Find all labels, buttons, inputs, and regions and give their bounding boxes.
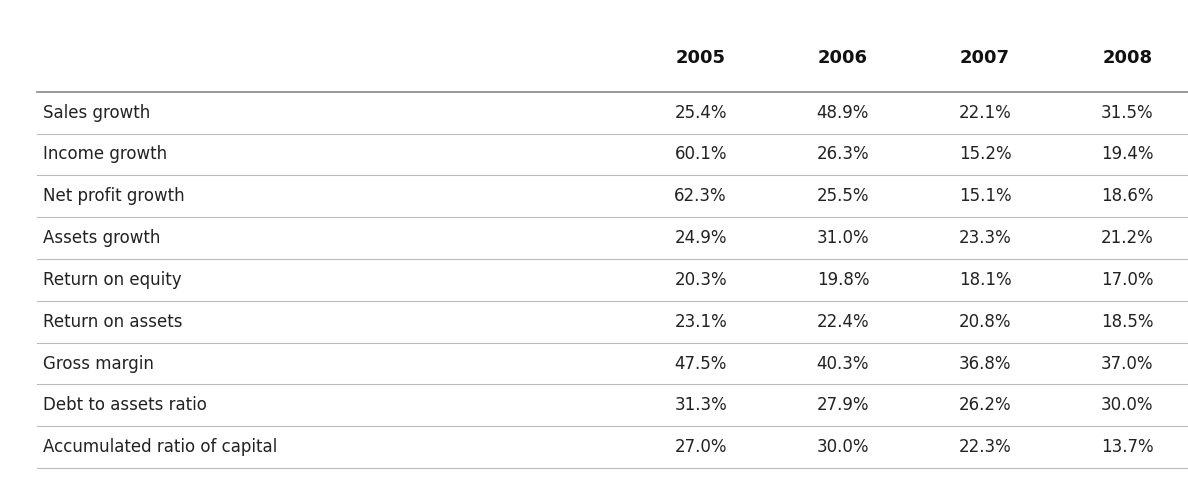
Text: 23.1%: 23.1% bbox=[675, 313, 727, 331]
Text: Debt to assets ratio: Debt to assets ratio bbox=[43, 396, 207, 414]
Text: 47.5%: 47.5% bbox=[675, 355, 727, 372]
Text: Return on assets: Return on assets bbox=[43, 313, 183, 331]
Text: 18.6%: 18.6% bbox=[1101, 187, 1154, 205]
Text: 13.7%: 13.7% bbox=[1101, 438, 1154, 456]
Text: 20.3%: 20.3% bbox=[675, 271, 727, 289]
Text: 2006: 2006 bbox=[817, 49, 868, 67]
Text: 31.0%: 31.0% bbox=[816, 229, 870, 247]
Text: 20.8%: 20.8% bbox=[959, 313, 1011, 331]
Text: 2007: 2007 bbox=[960, 49, 1010, 67]
Text: 62.3%: 62.3% bbox=[675, 187, 727, 205]
Text: 60.1%: 60.1% bbox=[675, 145, 727, 163]
Text: 23.3%: 23.3% bbox=[959, 229, 1011, 247]
Text: 40.3%: 40.3% bbox=[816, 355, 870, 372]
Text: 18.1%: 18.1% bbox=[959, 271, 1011, 289]
Text: 48.9%: 48.9% bbox=[816, 104, 870, 121]
Text: Income growth: Income growth bbox=[43, 145, 168, 163]
Text: 22.4%: 22.4% bbox=[816, 313, 870, 331]
Text: 2005: 2005 bbox=[676, 49, 726, 67]
Text: 27.0%: 27.0% bbox=[675, 438, 727, 456]
Text: 36.8%: 36.8% bbox=[959, 355, 1011, 372]
Text: 22.1%: 22.1% bbox=[959, 104, 1011, 121]
Text: Net profit growth: Net profit growth bbox=[43, 187, 184, 205]
Text: 26.2%: 26.2% bbox=[959, 396, 1011, 414]
Text: 24.9%: 24.9% bbox=[675, 229, 727, 247]
Text: Sales growth: Sales growth bbox=[43, 104, 150, 121]
Text: 19.4%: 19.4% bbox=[1101, 145, 1154, 163]
Text: Accumulated ratio of capital: Accumulated ratio of capital bbox=[43, 438, 277, 456]
Text: 19.8%: 19.8% bbox=[816, 271, 870, 289]
Text: 30.0%: 30.0% bbox=[1101, 396, 1154, 414]
Text: 37.0%: 37.0% bbox=[1101, 355, 1154, 372]
Text: 25.4%: 25.4% bbox=[675, 104, 727, 121]
Text: Assets growth: Assets growth bbox=[43, 229, 160, 247]
Text: 26.3%: 26.3% bbox=[816, 145, 870, 163]
Text: 31.3%: 31.3% bbox=[675, 396, 727, 414]
Text: 25.5%: 25.5% bbox=[816, 187, 870, 205]
Text: 21.2%: 21.2% bbox=[1101, 229, 1154, 247]
Text: 18.5%: 18.5% bbox=[1101, 313, 1154, 331]
Text: 22.3%: 22.3% bbox=[959, 438, 1011, 456]
Text: Return on equity: Return on equity bbox=[43, 271, 182, 289]
Text: Gross margin: Gross margin bbox=[43, 355, 153, 372]
Text: 17.0%: 17.0% bbox=[1101, 271, 1154, 289]
Text: 15.2%: 15.2% bbox=[959, 145, 1011, 163]
Text: 27.9%: 27.9% bbox=[816, 396, 870, 414]
Text: 30.0%: 30.0% bbox=[816, 438, 870, 456]
Text: 15.1%: 15.1% bbox=[959, 187, 1011, 205]
Text: 31.5%: 31.5% bbox=[1101, 104, 1154, 121]
Text: 2008: 2008 bbox=[1102, 49, 1152, 67]
